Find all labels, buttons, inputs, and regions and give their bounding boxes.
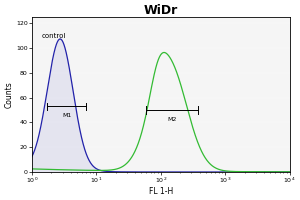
Text: M1: M1 (62, 113, 71, 118)
Text: control: control (41, 33, 66, 39)
Text: M2: M2 (168, 117, 177, 122)
X-axis label: FL 1-H: FL 1-H (148, 187, 173, 196)
Y-axis label: Counts: Counts (4, 81, 13, 108)
Title: WiDr: WiDr (144, 4, 178, 17)
